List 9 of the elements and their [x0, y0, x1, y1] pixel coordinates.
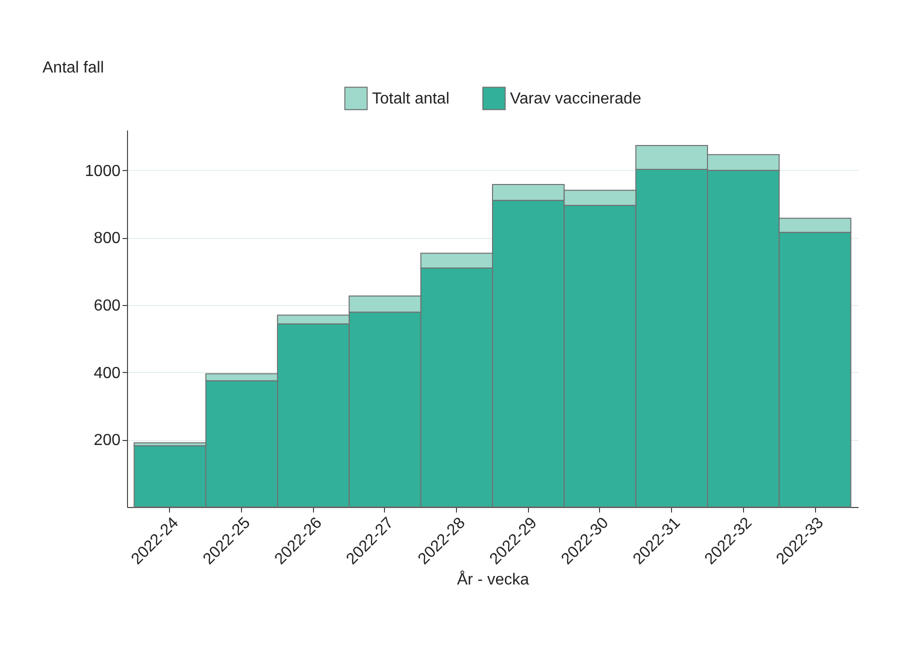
- y-tick-label: 600: [94, 298, 121, 315]
- y-tick-label: 800: [94, 230, 121, 248]
- legend-label: Totalt antal: [372, 90, 450, 108]
- y-tick-label: 1000: [84, 162, 121, 180]
- legend-label: Varav vaccinerade: [510, 90, 642, 108]
- x-axis-title: År - vecka: [456, 570, 530, 588]
- y-tick-label: 200: [94, 432, 121, 450]
- y-tick-label: 400: [94, 364, 121, 382]
- y-axis-title: Antal fall: [42, 60, 104, 76]
